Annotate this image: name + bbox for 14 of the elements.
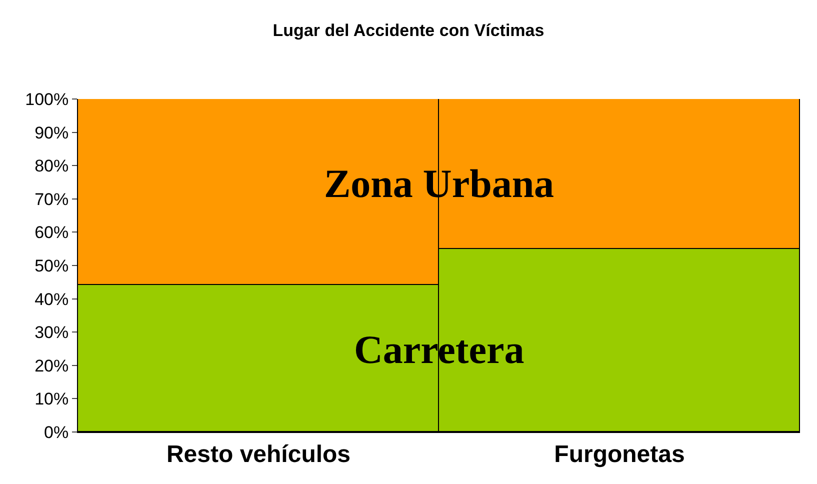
y-tick-label: 50% — [34, 256, 69, 276]
chart-title: Lugar del Accidente con Víctimas — [272, 21, 544, 40]
y-tick-label: 30% — [34, 323, 69, 342]
x-tick-label: Furgonetas — [554, 440, 685, 468]
y-tick-label: 70% — [34, 190, 69, 209]
y-tick-label: 0% — [44, 422, 69, 442]
x-tick-label: Resto vehículos — [166, 440, 351, 468]
y-tick-label: 80% — [34, 156, 69, 176]
y-tick-label: 90% — [34, 123, 69, 142]
y-tick-label: 10% — [34, 390, 69, 409]
y-tick-label: 40% — [34, 290, 69, 309]
y-tick-label: 60% — [34, 223, 69, 242]
y-tick-label: 20% — [34, 356, 69, 376]
y-tick-label: 100% — [25, 90, 69, 109]
